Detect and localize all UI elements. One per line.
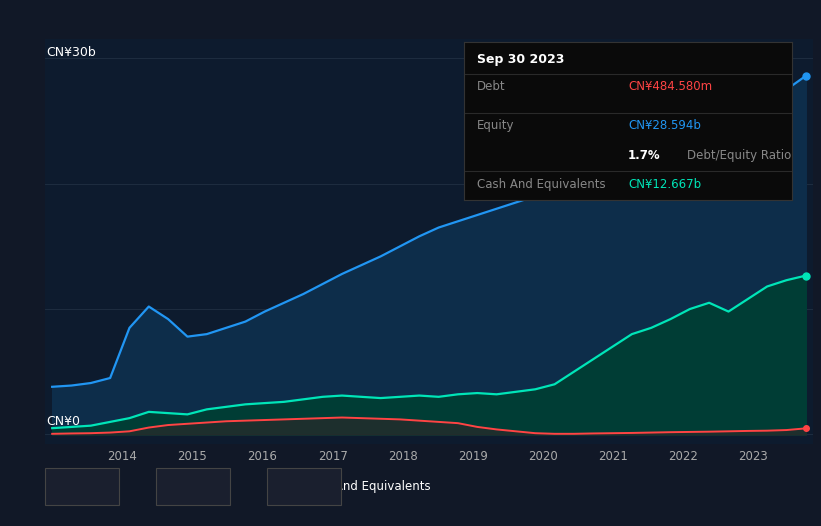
Text: Sep 30 2023: Sep 30 2023 (477, 53, 564, 66)
Text: ●: ● (165, 480, 177, 493)
Text: CN¥28.594b: CN¥28.594b (628, 119, 701, 133)
Text: Equity: Equity (191, 480, 229, 493)
Text: Debt: Debt (80, 480, 109, 493)
Text: CN¥12.667b: CN¥12.667b (628, 178, 701, 191)
Text: CN¥484.580m: CN¥484.580m (628, 80, 712, 93)
Text: Debt: Debt (477, 80, 506, 93)
Text: Debt/Equity Ratio: Debt/Equity Ratio (687, 149, 791, 163)
Text: Cash And Equivalents: Cash And Equivalents (302, 480, 431, 493)
Text: Cash And Equivalents: Cash And Equivalents (477, 178, 606, 191)
Text: 1.7%: 1.7% (628, 149, 661, 163)
Text: Equity: Equity (477, 119, 515, 133)
Text: CN¥0: CN¥0 (47, 415, 80, 428)
Text: ●: ● (54, 480, 66, 493)
Text: ●: ● (276, 480, 287, 493)
Text: CN¥30b: CN¥30b (47, 46, 96, 58)
